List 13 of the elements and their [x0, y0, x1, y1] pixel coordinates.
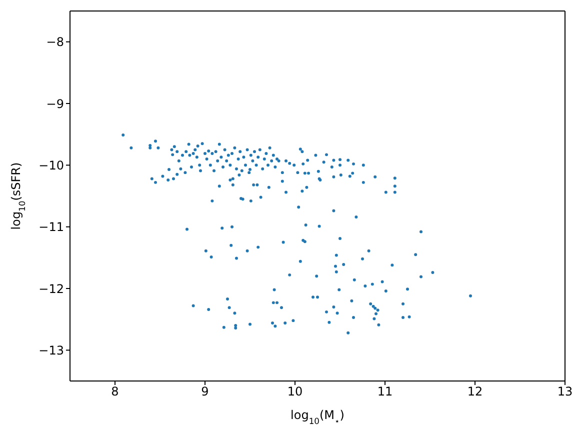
y-tick-label: −11	[38, 220, 64, 234]
y-tick-label: −9	[46, 96, 64, 111]
x-tick-label: 13	[557, 384, 573, 399]
y-tick-label: −10	[38, 158, 64, 172]
x-tick-label: 10	[287, 384, 303, 399]
x-tick-label: 12	[467, 384, 483, 399]
x-tick-label: 9	[201, 384, 209, 399]
x-tick-label: 8	[111, 384, 119, 399]
y-tick-label: −12	[38, 282, 64, 296]
x-axis-title: log$_{10}$(M$_{⋆}$)	[290, 408, 344, 426]
y-tick-label: −8	[46, 35, 64, 50]
x-tick-label: 11	[377, 384, 393, 399]
y-tick-label: −13	[38, 343, 64, 358]
